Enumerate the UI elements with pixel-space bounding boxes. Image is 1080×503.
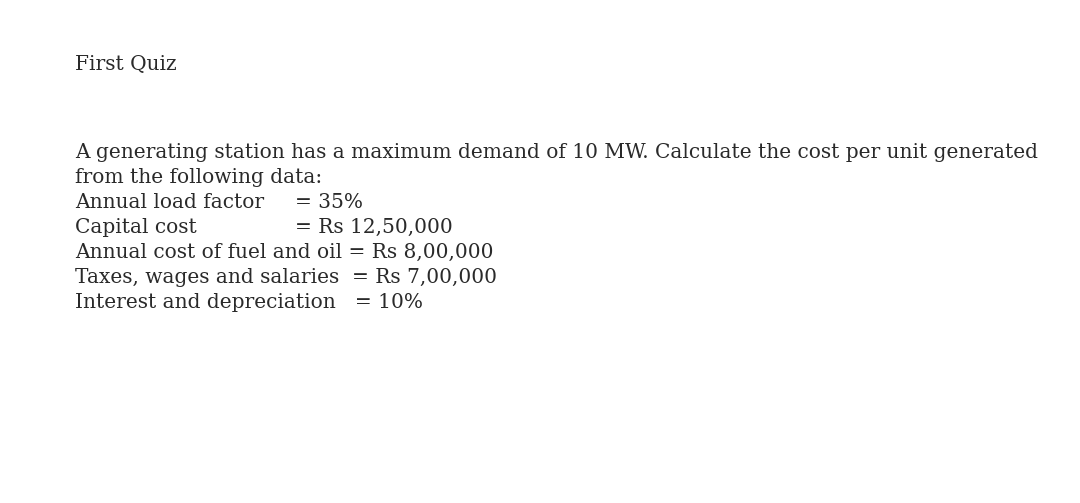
Text: = Rs 12,50,000: = Rs 12,50,000 xyxy=(295,218,453,237)
Text: Interest and depreciation   = 10%: Interest and depreciation = 10% xyxy=(75,293,423,312)
Text: Annual cost of fuel and oil = Rs 8,00,000: Annual cost of fuel and oil = Rs 8,00,00… xyxy=(75,243,494,262)
Text: = 35%: = 35% xyxy=(295,193,363,212)
Text: from the following data:: from the following data: xyxy=(75,168,322,187)
Text: A generating station has a maximum demand of 10 MW. Calculate the cost per unit : A generating station has a maximum deman… xyxy=(75,143,1038,162)
Text: Taxes, wages and salaries  = Rs 7,00,000: Taxes, wages and salaries = Rs 7,00,000 xyxy=(75,268,497,287)
Text: First Quiz: First Quiz xyxy=(75,55,177,74)
Text: Capital cost: Capital cost xyxy=(75,218,197,237)
Text: Annual load factor: Annual load factor xyxy=(75,193,265,212)
